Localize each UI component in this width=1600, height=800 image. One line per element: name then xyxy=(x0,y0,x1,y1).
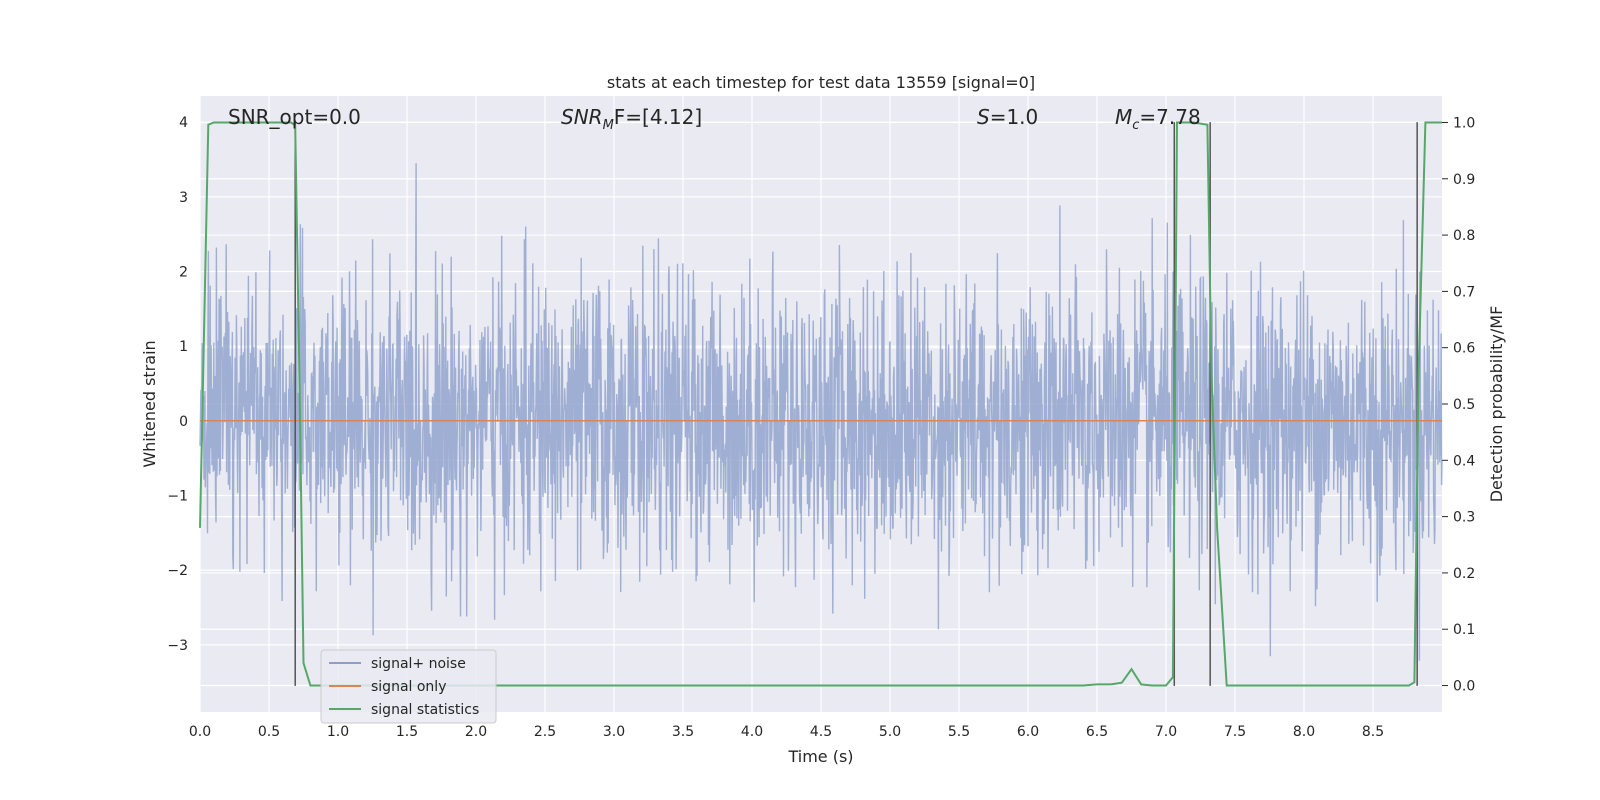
x-tick-label: 2.0 xyxy=(465,724,487,740)
x-tick-label: 5.5 xyxy=(948,724,970,740)
chart-title: stats at each timestep for test data 135… xyxy=(607,73,1035,92)
y-tick-label: −1 xyxy=(167,488,188,504)
annotation-snr-mf-prefix: SNR xyxy=(561,105,603,129)
x-tick-label: 3.0 xyxy=(603,724,625,740)
legend-label-signal-statistics: signal statistics xyxy=(371,702,479,718)
signal-statistics-series xyxy=(199,121,1442,687)
annotation-mc-sub: c xyxy=(1132,118,1139,133)
y2-tick-label: 0.1 xyxy=(1453,622,1475,638)
y-axis-label: Whitened strain xyxy=(140,340,159,467)
y-tick-label: −2 xyxy=(167,563,188,579)
annotation-snr-mf: SNRMF=[4.12] xyxy=(561,105,702,133)
x-tick-label: 2.5 xyxy=(534,724,556,740)
x-tick-label: 0.0 xyxy=(189,724,211,740)
x-tick-label: 6.5 xyxy=(1086,724,1108,740)
annotation-snr-mf-suffix: F=[4.12] xyxy=(614,105,702,129)
annotation-s: S=1.0 xyxy=(977,105,1038,129)
x-tick-label: 0.5 xyxy=(258,724,280,740)
y-tick-label: 0 xyxy=(179,414,188,430)
annotation-mc: Mc=7.78 xyxy=(1115,105,1201,133)
signal-noise-line xyxy=(199,163,1443,661)
y2-tick-label: 0.9 xyxy=(1453,172,1475,188)
y2-axis-ticks: 1.0 0.9 0.8 0.7 0.6 0.5 0.4 0.3 0.2 0.1 0.0 xyxy=(1442,115,1475,695)
y-tick-label: 4 xyxy=(179,115,188,131)
x-tick-label: 3.5 xyxy=(672,724,694,740)
y2-tick-label: 0.8 xyxy=(1453,228,1475,244)
annotation-mc-main: M xyxy=(1115,105,1132,129)
y-axis-ticks: 4 3 2 1 0 −1 −2 −3 xyxy=(167,115,188,654)
x-tick-label: 4.0 xyxy=(741,724,763,740)
y-tick-label: 1 xyxy=(179,339,188,355)
legend-box xyxy=(320,649,497,724)
y-tick-label: 2 xyxy=(179,264,188,280)
annotation-snr-opt: SNR_opt=0.0 xyxy=(228,105,361,129)
x-axis-label: Time (s) xyxy=(787,747,853,766)
y2-tick-label: 0.3 xyxy=(1453,510,1475,526)
x-tick-label: 4.5 xyxy=(810,724,832,740)
x-tick-label: 8.5 xyxy=(1362,724,1384,740)
y2-tick-label: 0.7 xyxy=(1453,284,1475,300)
x-tick-label: 1.5 xyxy=(396,724,418,740)
x-tick-label: 1.0 xyxy=(327,724,349,740)
x-tick-label: 6.0 xyxy=(1017,724,1039,740)
signal-noise-series xyxy=(199,163,1443,661)
legend-label-signal-only: signal only xyxy=(371,679,446,695)
x-axis-ticks: 0.0 0.5 1.0 1.5 2.0 2.5 3.0 3.5 4.0 4.5 5.0 5.5 6.0 6… xyxy=(189,724,1384,740)
y2-tick-label: 0.5 xyxy=(1453,397,1475,413)
y-tick-label: −3 xyxy=(167,638,188,654)
x-tick-label: 7.5 xyxy=(1224,724,1246,740)
y-tick-label: 3 xyxy=(179,190,188,206)
x-tick-label: 8.0 xyxy=(1293,724,1315,740)
x-tick-label: 7.0 xyxy=(1155,724,1177,740)
y2-tick-label: 0.0 xyxy=(1453,679,1475,695)
annotation-mc-value: =7.78 xyxy=(1139,105,1200,129)
y2-tick-label: 0.6 xyxy=(1453,341,1475,357)
y2-tick-label: 0.4 xyxy=(1453,453,1475,469)
x-tick-label: 5.0 xyxy=(879,724,901,740)
annotation-snr-mf-sub: M xyxy=(603,118,614,133)
annotation-s-value: =1.0 xyxy=(990,105,1039,129)
legend: signal+ noise signal only signal statist… xyxy=(320,649,497,724)
y2-axis-label: Detection probability/MF xyxy=(1487,306,1506,503)
signal-statistics-line xyxy=(199,121,1442,687)
y2-tick-label: 0.2 xyxy=(1453,566,1475,582)
annotation-s-main: S xyxy=(977,105,990,129)
legend-label-signal-noise: signal+ noise xyxy=(371,656,466,672)
y2-tick-label: 1.0 xyxy=(1453,115,1475,131)
